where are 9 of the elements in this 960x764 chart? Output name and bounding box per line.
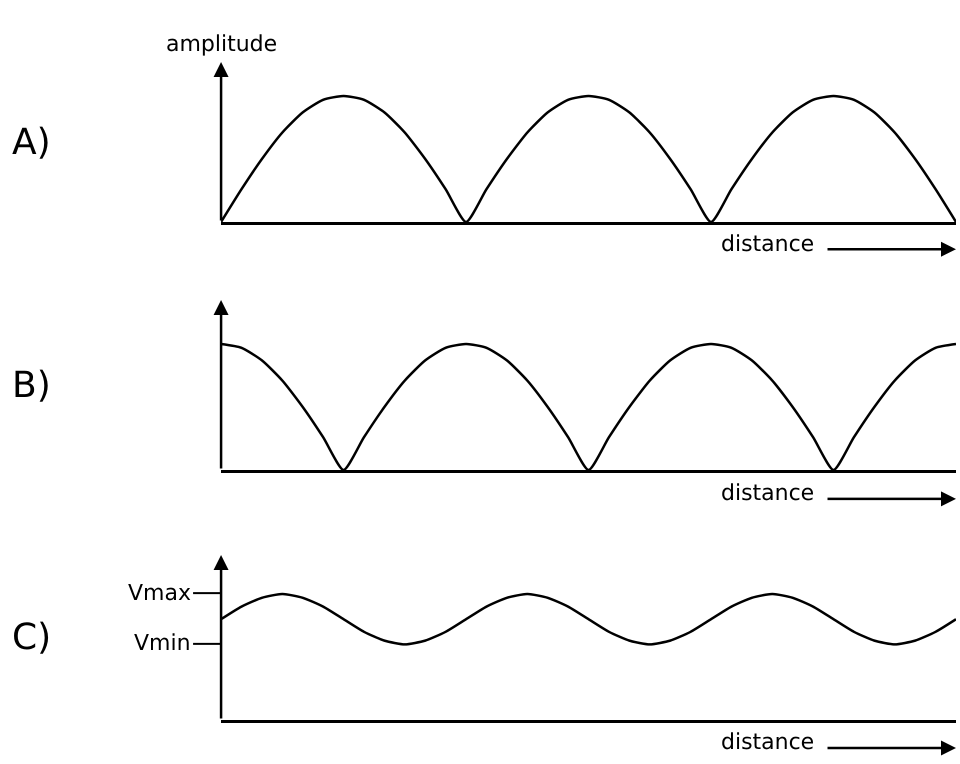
- text: A): [12, 122, 51, 163]
- text: B): [12, 365, 51, 406]
- x-axis-title: distance: [721, 730, 814, 755]
- x-axis-title: distance: [721, 232, 814, 257]
- text: C): [12, 617, 52, 658]
- text: Vmax: [128, 581, 191, 606]
- y-axis-title: amplitude: [166, 32, 278, 57]
- text: Vmin: [134, 631, 191, 656]
- x-axis-title: distance: [721, 481, 814, 506]
